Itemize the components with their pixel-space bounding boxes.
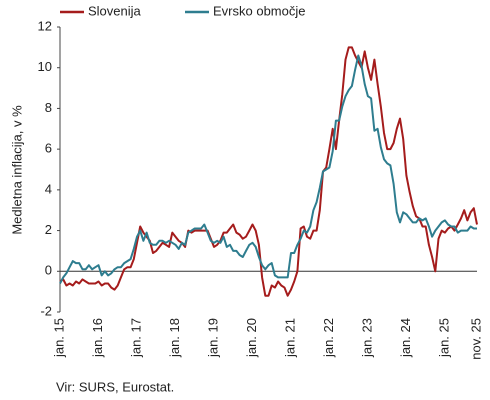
series-line (59, 54, 477, 284)
y-tick-label: 10 (38, 59, 52, 74)
x-tick-label: jan. 19 (205, 318, 220, 358)
series-line (59, 46, 478, 297)
x-tick-label: nov. 25 (468, 318, 483, 360)
x-tick-label: jan. 20 (244, 318, 259, 358)
y-axis-label: Medletna inflacija, v % (9, 105, 24, 235)
source-note: Vir: SURS, Eurostat. (56, 379, 174, 394)
x-tick-label: jan. 22 (321, 318, 336, 358)
x-tick-label: jan. 24 (398, 318, 413, 358)
y-tick-label: 6 (45, 141, 52, 156)
x-tick-label: jan. 21 (282, 318, 297, 358)
x-tick-label: jan. 25 (436, 318, 451, 358)
x-tick-label: jan. 15 (51, 318, 66, 358)
x-tick-label: jan. 16 (90, 318, 105, 358)
y-tick-label: 12 (38, 18, 52, 33)
y-tick-label: -2 (40, 303, 52, 318)
y-tick-label: 8 (45, 100, 52, 115)
y-tick-label: 0 (45, 263, 52, 278)
x-tick-label: jan. 23 (359, 318, 374, 358)
y-tick-label: 4 (45, 181, 52, 196)
x-tick-label: jan. 18 (167, 318, 182, 358)
y-tick-label: 2 (45, 222, 52, 237)
legend-label: Evrsko območje (213, 3, 305, 18)
legend-label: Slovenija (88, 3, 142, 18)
x-tick-label: jan. 17 (128, 318, 143, 358)
